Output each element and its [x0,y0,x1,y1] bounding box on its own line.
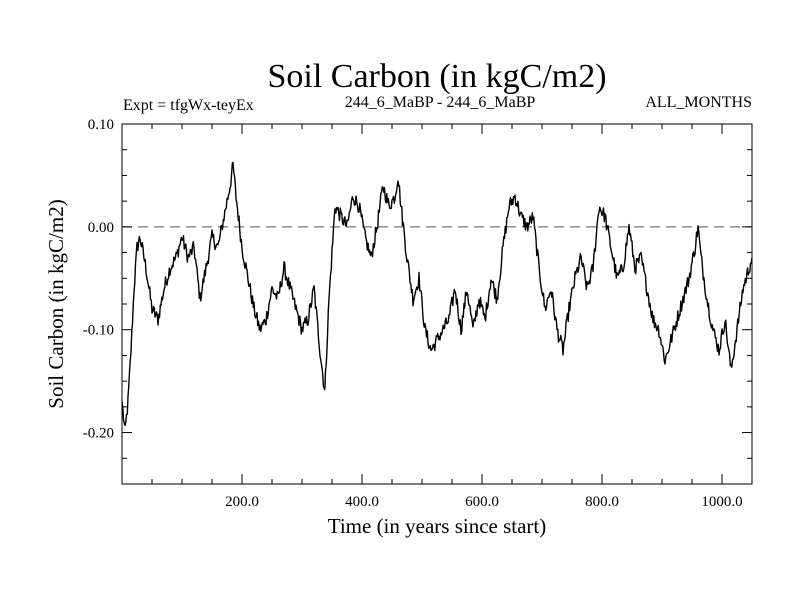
expt-label: Expt = tfgWx-teyEx [123,97,254,114]
x-tick-label: 200.0 [225,494,259,510]
x-tick-label: 600.0 [465,494,499,510]
x-tick-label: 800.0 [585,494,619,510]
plot-frame [121,123,753,485]
x-tick-label: 400.0 [345,494,379,510]
chart-title: Soil Carbon (in kgC/m2) [267,58,606,95]
x-axis-label: Time (in years since start) [328,514,547,538]
soil-carbon-series-line [121,161,753,427]
y-tick-label: -0.20 [83,426,114,442]
months-label: ALL_MONTHS [645,94,752,111]
y-tick-label: -0.10 [83,323,114,339]
y-axis-label: Soil Carbon (in kgC/m2) [44,199,68,408]
major-ticks [122,123,752,484]
x-tick-label: 1000.0 [701,494,742,510]
minor-ticks [122,124,752,485]
y-tick-label: 0.00 [88,220,114,236]
period-label: 244_6_MaBP - 244_6_MaBP [345,94,536,111]
y-tick-label: 0.10 [88,117,114,133]
tick-labels: 200.0 400.0 600.0 800.0 1000.0 0.10 0.00 -0.10 -… [83,117,743,510]
